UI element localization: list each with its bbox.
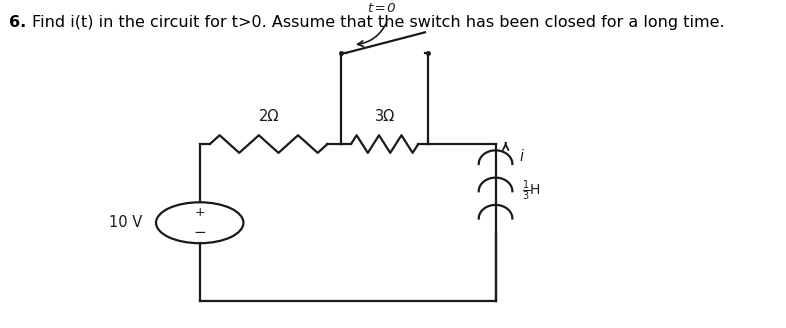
Text: 6.: 6. xyxy=(9,15,27,30)
Text: +: + xyxy=(194,206,205,219)
Text: t = 0: t = 0 xyxy=(368,2,395,15)
Text: Find i(t) in the circuit for t>0. Assume that the switch has been closed for a l: Find i(t) in the circuit for t>0. Assume… xyxy=(31,15,724,30)
Text: 3Ω: 3Ω xyxy=(375,109,395,124)
Text: i: i xyxy=(519,149,523,164)
Text: −: − xyxy=(193,225,206,240)
Text: $\frac{1}{3}$H: $\frac{1}{3}$H xyxy=(523,179,542,203)
Text: 2Ω: 2Ω xyxy=(259,109,279,124)
Text: 10 V: 10 V xyxy=(109,215,142,230)
